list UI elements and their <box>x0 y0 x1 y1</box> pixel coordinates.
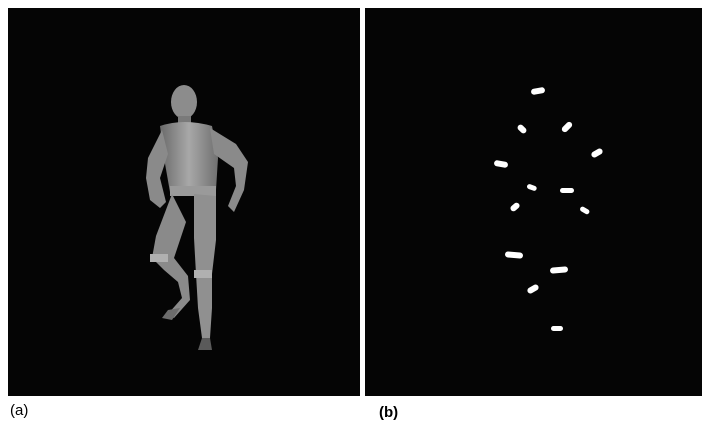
marker-right-shoulder <box>561 121 573 133</box>
marker-left-elbow <box>494 160 508 168</box>
marker-blobs-image <box>494 87 603 331</box>
marker-right-elbow <box>591 148 603 158</box>
panel-a-depth-image <box>8 8 360 396</box>
marker-waist <box>560 188 574 193</box>
caption-b: (b) <box>379 404 399 421</box>
figure-head <box>171 85 197 119</box>
figure-knee-pad-right <box>194 270 212 278</box>
human-figure-image <box>146 85 248 350</box>
marker-right-ankle <box>551 326 563 331</box>
figure-torso <box>160 122 218 192</box>
figure-right-arm <box>210 128 248 212</box>
figure-neck <box>178 116 191 126</box>
marker-head <box>531 87 545 95</box>
figure-left-leg <box>152 194 190 318</box>
marker-chest <box>526 184 537 191</box>
figure-knee-pad-left <box>150 254 168 262</box>
marker-left-hand <box>510 202 520 212</box>
figure-left-foot <box>162 308 180 320</box>
caption-a: (a) <box>10 402 29 419</box>
figure-belt <box>170 186 216 196</box>
figure-right-leg <box>194 194 216 338</box>
marker-right-hand <box>580 206 590 215</box>
figure-right-foot <box>198 338 212 350</box>
marker-left-shoulder <box>517 124 527 134</box>
marker-right-knee <box>550 266 568 274</box>
marker-left-knee <box>505 251 523 259</box>
marker-left-ankle <box>527 284 539 294</box>
panel-b-marker-image <box>365 8 702 396</box>
figure-left-arm <box>146 130 168 208</box>
